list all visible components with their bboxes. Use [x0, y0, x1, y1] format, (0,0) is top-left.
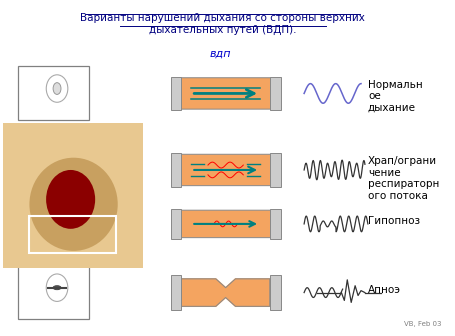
Bar	[171, 153, 182, 186]
Ellipse shape	[53, 286, 61, 290]
Bar	[171, 275, 182, 310]
Text: Варианты нарушений дыхания со стороны верхних: Варианты нарушений дыхания со стороны ве…	[80, 13, 365, 23]
Bar	[18, 265, 89, 319]
Text: дыхательных путей (ВДП).: дыхательных путей (ВДП).	[149, 25, 297, 35]
Ellipse shape	[53, 83, 61, 94]
FancyBboxPatch shape	[178, 78, 273, 109]
Text: Храп/ограни
чение
респираторн
ого потока: Храп/ограни чение респираторн ого потока	[368, 156, 439, 201]
Bar	[18, 66, 89, 120]
Bar	[171, 209, 182, 239]
Polygon shape	[182, 279, 270, 306]
FancyBboxPatch shape	[3, 123, 143, 268]
Bar	[270, 153, 281, 186]
Bar	[270, 77, 281, 110]
Bar	[270, 275, 281, 310]
Ellipse shape	[30, 158, 118, 251]
Text: вдп: вдп	[210, 48, 232, 58]
FancyBboxPatch shape	[178, 210, 273, 238]
Ellipse shape	[46, 170, 95, 229]
Text: Гипопноз: Гипопноз	[368, 216, 420, 226]
Bar	[171, 77, 182, 110]
Text: Нормальн
ое
дыхание: Нормальн ое дыхание	[368, 80, 423, 113]
Bar	[270, 209, 281, 239]
Text: VB, Feb 03: VB, Feb 03	[404, 321, 441, 327]
FancyBboxPatch shape	[178, 154, 273, 186]
Bar	[30, 216, 116, 253]
Text: Апноэ: Апноэ	[368, 285, 401, 295]
